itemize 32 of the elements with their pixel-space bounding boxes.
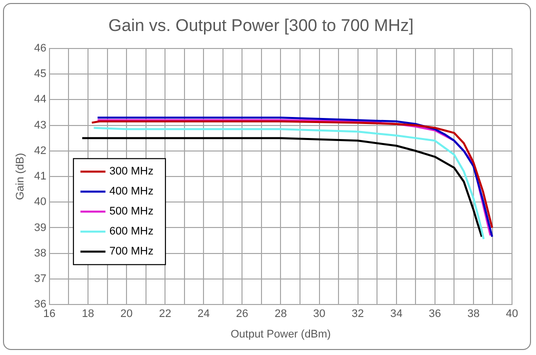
y-axis-title: Gain (dB) (14, 152, 27, 200)
x-tick-label: 28 (274, 308, 287, 320)
legend-label: 700 MHz (109, 246, 154, 258)
x-tick-label: 32 (352, 308, 364, 320)
y-tick-label: 41 (34, 170, 46, 183)
x-tick-label: 18 (82, 308, 94, 320)
y-tick-label: 45 (34, 68, 46, 80)
x-tick-label: 20 (120, 308, 133, 320)
x-tick-label: 36 (428, 308, 442, 320)
x-axis-title: Output Power (dBm) (230, 328, 331, 340)
legend-label: 500 MHz (109, 206, 154, 218)
y-tick-label: 37 (34, 273, 46, 286)
x-tick-label: 38 (467, 308, 480, 320)
y-tick-label: 43 (34, 119, 46, 132)
chart-title: Gain vs. Output Power [300 to 700 MHz] (108, 16, 414, 35)
x-tick-label: 30 (313, 308, 326, 320)
y-tick-label: 36 (34, 298, 46, 311)
x-tick-label: 40 (506, 308, 518, 320)
legend-label: 400 MHz (109, 186, 154, 198)
x-tick-label: 34 (390, 308, 402, 320)
legend-label: 600 MHz (109, 226, 154, 238)
y-tick-label: 44 (34, 94, 46, 106)
x-tick-label: 26 (236, 308, 248, 320)
x-tick-label: 24 (198, 308, 210, 320)
y-tick-label: 39 (34, 222, 46, 234)
y-tick-label: 38 (34, 247, 46, 260)
y-tick-label: 40 (34, 196, 46, 208)
x-tick-label: 16 (43, 308, 56, 320)
legend-label: 300 MHz (109, 166, 154, 178)
y-tick-label: 46 (34, 42, 46, 54)
y-tick-label: 42 (34, 144, 46, 157)
x-tick-label: 22 (158, 308, 172, 320)
